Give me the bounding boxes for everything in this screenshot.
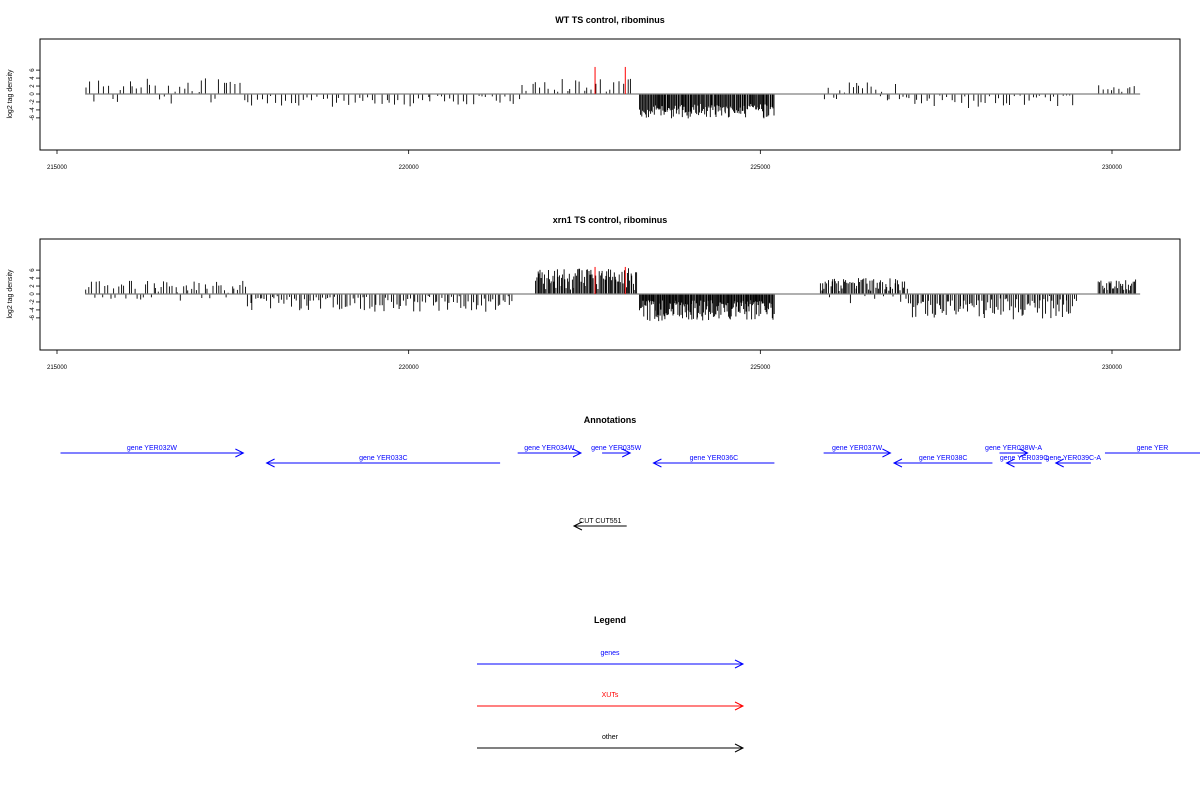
x-tick-label: 230000 [1102,365,1123,371]
gene-arrow-head [1054,458,1064,468]
plot-frame [39,238,1181,351]
y-tick-label: 4 [30,276,36,280]
gene-label: gene YER032W [127,445,177,452]
y-axis-ticks: 6 4 2 0 -2 -4 -6 [30,68,40,121]
gene-label: gene YER038C [919,455,968,462]
y-tick-label: 2 [30,84,36,88]
gene-label: gene YER [1137,445,1169,452]
x-tick-label: 230000 [1102,165,1123,171]
y-axis-ticks: 6 4 2 0 -2 -4 -6 [30,268,40,321]
x-axis-ticks: 215000 220000 225000 230000 [47,350,1123,371]
panel-title: xrn1 TS control, ribominus [553,215,668,225]
y-tick-label: 2 [30,284,36,288]
gene-label: gene YER035W [591,445,641,452]
gene-arrow-head [892,458,903,468]
panel-title: WT TS control, ribominus [555,15,665,25]
legend-arrow-head [734,659,745,669]
legend-title: Legend [594,615,626,625]
y-tick-label: -6 [30,315,36,321]
x-tick-label: 215000 [47,365,68,371]
legend-items: genes XUTs other [477,650,745,753]
legend-item-genes: genes [477,650,745,669]
x-tick-label: 220000 [399,365,420,371]
gene-annotation: gene YER034W [517,445,583,458]
y-tick-label: 0 [30,92,36,96]
xrn1-ts-control-panel: xrn1 TS control, ribominus log2 tag dens… [7,215,1181,371]
gene-annotation: gene YER038C [892,455,993,468]
gene-arrow-head [621,448,632,458]
gene-annotation: gene YER039C [1000,455,1049,468]
y-axis-label: log2 tag density [7,69,14,119]
data-bars [85,66,1141,119]
x-tick-label: 215000 [47,165,68,171]
gene-annotation: gene YER036C [652,455,775,468]
y-tick-label: -4 [30,307,36,313]
legend-item-other: other [477,734,745,753]
y-tick-label: 6 [30,68,36,72]
gene-label: gene YER039C-A [1046,455,1102,462]
plot-frame [39,38,1181,151]
legend-arrow-head [734,743,745,753]
annotations-title: Annotations [584,415,637,425]
legend-label: other [602,734,619,741]
x-tick-label: 220000 [399,165,420,171]
legend-arrow-head [734,701,745,711]
gene-annotation: gene YER035W [591,445,642,458]
x-tick-label: 225000 [750,165,771,171]
legend-label: genes [600,650,620,657]
gene-arrow-head [882,448,892,458]
gene-annotation: gene YER033C [265,455,501,468]
y-tick-label: -2 [30,299,36,305]
gene-annotation: gene YER037W [823,445,892,458]
y-tick-label: -6 [30,115,36,121]
gene-label: gene YER036C [690,455,739,462]
gene-arrow-head [652,458,662,468]
wt-ts-control-panel: WT TS control, ribominus log2 tag densit… [7,15,1181,171]
y-tick-label: -2 [30,99,36,105]
other-label: CUT CUT551 [579,518,621,525]
gene-label: gene YER039C [1000,455,1049,462]
gene-annotation: gene YER038W-A [985,445,1042,458]
data-bars [85,266,1141,322]
gene-arrow-head [572,448,583,458]
x-tick-label: 225000 [750,365,771,371]
y-tick-label: -4 [30,107,36,113]
legend-item-xuts: XUTs [477,692,745,711]
gene-arrow-head [235,448,245,458]
annotation-arrows: gene YER032W gene YER033C gene YER034W gene… [60,445,1200,531]
gene-label: gene YER038W-A [985,445,1042,452]
y-axis-label: log2 tag density [7,269,14,319]
gene-annotation: gene YER [1104,445,1200,454]
gene-arrow-head [265,458,275,468]
gene-annotation: gene YER039C-A [1046,455,1102,468]
gene-annotation: gene YER032W [60,445,245,458]
gene-arrow-head [1005,458,1015,468]
y-tick-label: 4 [30,76,36,80]
y-tick-label: 6 [30,268,36,272]
legend-section: Legend genes XUTs other [477,615,745,753]
x-axis-ticks: 215000 220000 225000 230000 [47,150,1123,171]
gene-arrow-head [1019,448,1029,458]
legend-label: XUTs [602,692,619,699]
gene-label: gene YER037W [832,445,882,452]
other-annotation: CUT CUT551 [572,518,627,531]
gene-label: gene YER034W [524,445,574,452]
gene-label: gene YER033C [359,455,408,462]
other-arrow-head [572,521,583,531]
y-tick-label: 0 [30,292,36,296]
